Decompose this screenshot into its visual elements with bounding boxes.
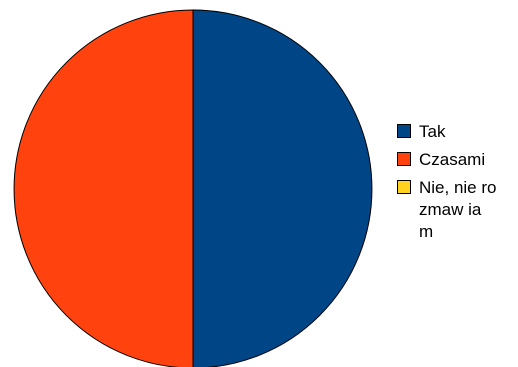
legend-label-czasami: Czasami: [419, 150, 486, 169]
legend-label-nie-nie-rozmawiam: Nie, nie rozmaw ia m: [419, 178, 497, 241]
legend-item-tak: Tak: [397, 121, 515, 143]
pie-slice-czasami: [13, 9, 194, 367]
legend-swatch-tak: [397, 124, 411, 138]
legend-item-czasami: Czasami: [397, 149, 515, 171]
legend-swatch-czasami: [397, 152, 411, 166]
legend: Tak Czasami Nie, nie rozmaw ia m: [397, 121, 515, 249]
pie-slice-tak: [192, 9, 373, 367]
legend-label-tak: Tak: [419, 122, 446, 141]
legend-swatch-nie-nie-rozmawiam: [397, 180, 411, 194]
legend-item-nie-nie-rozmawiam: Nie, nie rozmaw ia m: [397, 177, 515, 243]
